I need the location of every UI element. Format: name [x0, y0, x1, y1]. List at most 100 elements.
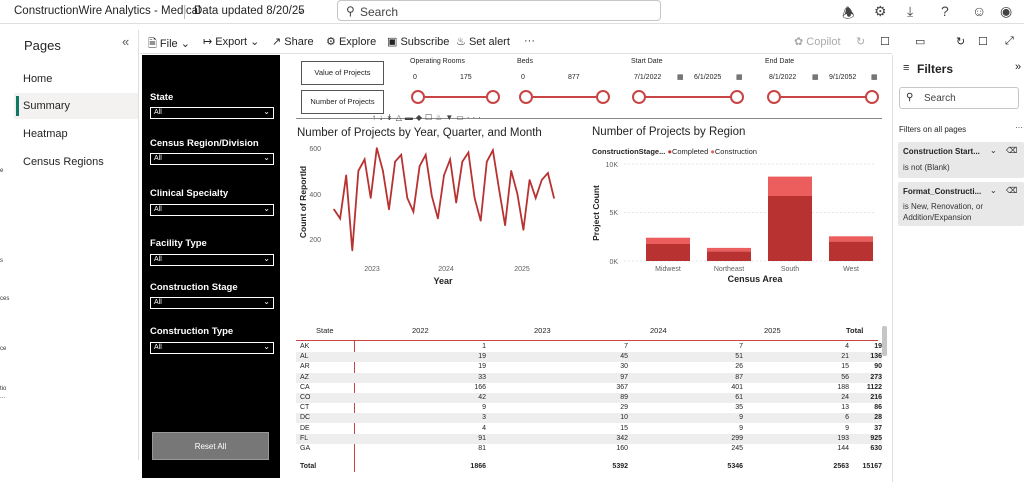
bar-construction-west[interactable]	[829, 236, 873, 242]
help-icon[interactable]: ?	[941, 3, 949, 19]
range-max-handle[interactable]	[596, 90, 610, 104]
facility-type-dropdown[interactable]: All ⌄	[150, 254, 274, 266]
data-point[interactable]	[492, 149, 494, 152]
bar-completed-south[interactable]	[768, 196, 812, 261]
data-point[interactable]	[522, 229, 525, 231]
data-point[interactable]	[528, 179, 531, 181]
download-icon[interactable]: ⤓	[907, 3, 914, 19]
data-point[interactable]	[461, 160, 464, 163]
data-point[interactable]	[467, 151, 470, 154]
range-min-value[interactable]: 0	[521, 74, 525, 81]
range-max-value[interactable]: 877	[568, 74, 580, 81]
data-point[interactable]	[449, 158, 451, 161]
construction-type-dropdown[interactable]: All ⌄	[150, 342, 274, 354]
feedback-icon[interactable]: ☺	[972, 3, 987, 19]
start-date-min-input[interactable]: 7/1/2022	[634, 74, 662, 81]
range-max-handle[interactable]	[865, 90, 879, 104]
data-point[interactable]	[418, 165, 421, 167]
table-row[interactable]: AR 19 30 26 15 90	[296, 362, 882, 372]
bar-construction-midwest[interactable]	[646, 237, 690, 244]
data-point[interactable]	[412, 210, 415, 213]
construction-stage-dropdown[interactable]: All ⌄	[150, 297, 274, 309]
data-point[interactable]	[504, 224, 506, 227]
range-min-handle[interactable]	[411, 90, 425, 104]
data-point[interactable]	[443, 174, 445, 177]
data-point[interactable]	[473, 197, 476, 199]
data-point[interactable]	[437, 217, 439, 220]
view-icon[interactable]: ▭	[915, 36, 926, 48]
range-track[interactable]	[418, 96, 494, 98]
range-max-handle[interactable]	[730, 90, 744, 104]
eraser-icon[interactable]: ⌫	[1006, 146, 1018, 155]
total-row[interactable]: Total 1866 5392 5346 2563 15167	[296, 462, 882, 472]
range-track[interactable]	[526, 96, 604, 98]
column-header[interactable]: State	[316, 326, 334, 335]
state-dropdown[interactable]: All ⌄	[150, 107, 274, 119]
range-min-handle[interactable]	[519, 90, 533, 104]
visual-header-icons[interactable]: ↑↓↡△▬◆☐♨▼▭···	[372, 113, 484, 122]
table-row[interactable]: DE 4 15 9 9 37	[296, 424, 882, 434]
filter-card-format-construction[interactable]: Format_Constructi... ⌄ ⌫ is New, Renovat…	[898, 182, 1024, 226]
legend-item-completed[interactable]: Completed	[671, 147, 709, 156]
page-item-census-regions[interactable]: Census Regions	[14, 149, 138, 175]
bookmark-icon[interactable]: ☐	[880, 36, 890, 48]
data-updated-label[interactable]: Data updated 8/20/25	[194, 5, 305, 17]
table-row[interactable]: FL 91 342 299 193 925	[296, 433, 882, 444]
bar-construction-south[interactable]	[768, 176, 812, 196]
data-point[interactable]	[455, 201, 457, 204]
data-point[interactable]	[382, 170, 384, 172]
page-item-heatmap[interactable]: Heatmap	[14, 121, 138, 147]
file-menu[interactable]: 🗎 File ⌄	[148, 38, 190, 50]
clinical-specialty-dropdown[interactable]: All ⌄	[150, 204, 274, 216]
reset-icon[interactable]: ↻	[856, 36, 866, 48]
end-date-max-input[interactable]: 9/1/2052	[829, 74, 857, 81]
calendar-icon[interactable]: ▦	[736, 74, 743, 81]
calendar-icon[interactable]: ▦	[677, 74, 684, 81]
data-point[interactable]	[406, 197, 409, 199]
share-button[interactable]: ↗ Share	[272, 35, 314, 48]
fullscreen-icon[interactable]: ⤢	[1005, 35, 1014, 47]
expand-pane-icon[interactable]: »	[1015, 61, 1022, 73]
matrix-scrollbar[interactable]	[882, 326, 887, 356]
range-max-handle[interactable]	[486, 90, 500, 104]
data-point[interactable]	[369, 197, 372, 199]
range-min-handle[interactable]	[632, 90, 646, 104]
end-date-min-input[interactable]: 8/1/2022	[769, 74, 797, 81]
subscribe-button[interactable]: ▣ Subscribe	[387, 35, 449, 48]
comment-icon[interactable]: ☐	[978, 36, 988, 48]
data-point[interactable]	[388, 208, 390, 211]
eraser-icon[interactable]: ⌫	[1006, 186, 1018, 195]
filters-search-input[interactable]: ⚲ Search	[899, 87, 1019, 109]
page-item-summary[interactable]: Summary	[14, 93, 138, 119]
bar-completed-midwest[interactable]	[646, 244, 690, 261]
data-point[interactable]	[541, 179, 543, 181]
census-region-dropdown[interactable]: All ⌄	[150, 153, 274, 165]
range-min-value[interactable]: 0	[413, 74, 417, 81]
table-row[interactable]: GA 81 160 245 144 630	[296, 444, 882, 454]
app-name[interactable]: ConstructionWire Analytics - Medical	[14, 5, 201, 17]
number-of-projects-button[interactable]: Number of Projects	[301, 90, 384, 114]
data-point[interactable]	[351, 249, 354, 252]
line-chart[interactable]: 600 400 200 2023 2024 2025 Year Count of…	[296, 142, 560, 288]
column-header[interactable]: Total	[846, 326, 864, 335]
explore-button[interactable]: ⚙ Explore	[326, 35, 376, 48]
bell-icon[interactable]: 🕭	[842, 5, 855, 21]
page-item-home[interactable]: Home	[14, 66, 138, 92]
data-point[interactable]	[486, 160, 488, 163]
value-of-projects-button[interactable]: Value of Projects	[301, 61, 384, 85]
bar-chart[interactable]: 10K 5K 0K Census Area Project Count Midw…	[590, 158, 880, 288]
table-row[interactable]: AZ 33 97 87 56 273	[296, 372, 882, 383]
table-row[interactable]: AK 1 7 7 4 19	[296, 342, 882, 352]
filter-card-construction-start[interactable]: Construction Start... ⌄ ⌫ is not (Blank)	[898, 142, 1024, 178]
chevron-down-icon[interactable]: ⌄	[296, 4, 306, 16]
data-point[interactable]	[547, 172, 549, 174]
set-alert-button[interactable]: ♨ Set alert	[456, 35, 510, 48]
column-header[interactable]: 2024	[650, 326, 667, 335]
data-point[interactable]	[424, 154, 427, 156]
data-point[interactable]	[376, 147, 378, 149]
table-row[interactable]: AL 19 45 51 21 136	[296, 352, 882, 363]
column-header[interactable]: 2025	[764, 326, 781, 335]
reset-all-button[interactable]: Reset All	[152, 432, 269, 460]
range-min-handle[interactable]	[767, 90, 781, 104]
data-point[interactable]	[516, 192, 519, 195]
